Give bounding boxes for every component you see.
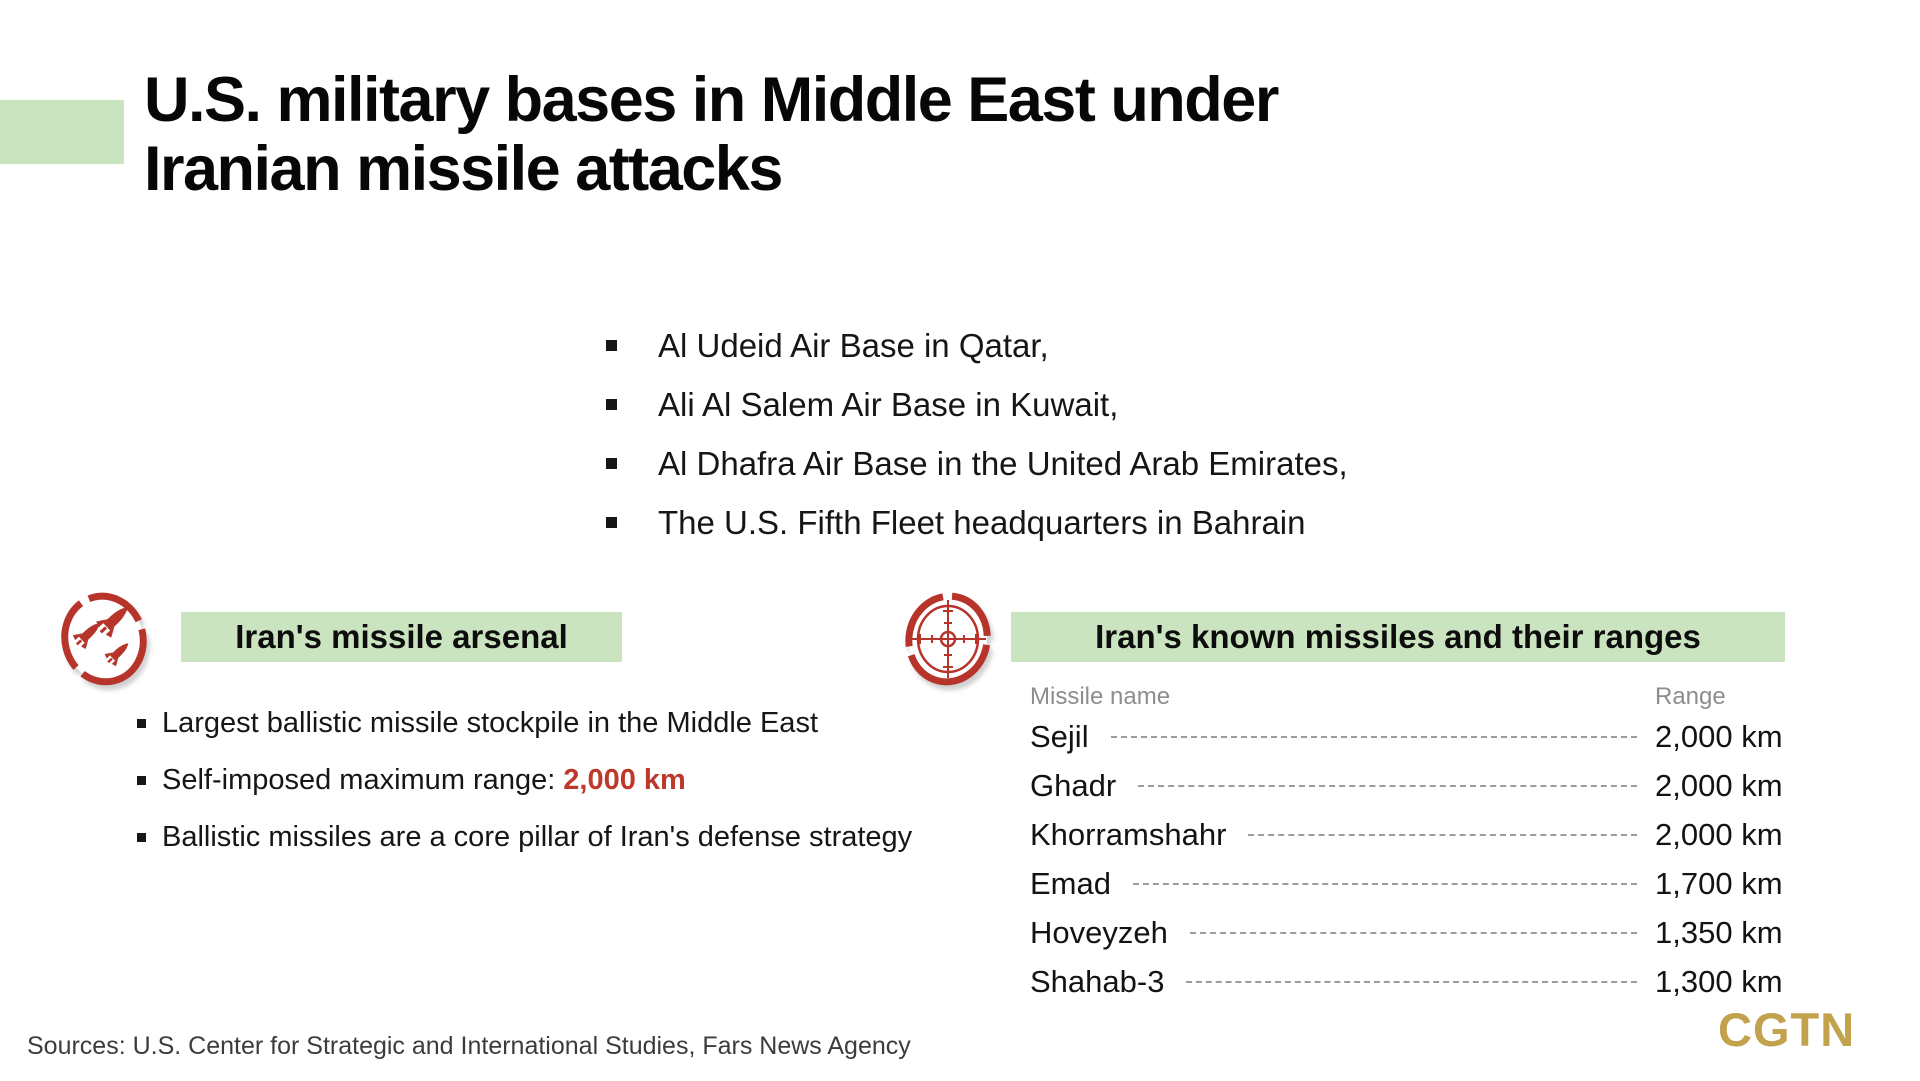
ranges-table: Missile name Range Sejil 2,000 km Ghadr …	[1030, 682, 1790, 1006]
page-title: U.S. military bases in Middle East under…	[144, 65, 1279, 205]
list-item: Ali Al Salem Air Base in Kuwait,	[606, 375, 1348, 434]
missile-range: 2,000 km	[1655, 767, 1783, 803]
missile-range: 1,300 km	[1655, 963, 1783, 999]
missile-name: Emad	[1030, 865, 1111, 901]
base-label: Ali Al Salem Air Base in Kuwait,	[658, 385, 1119, 423]
dashed-leader	[1186, 980, 1637, 983]
table-row: Shahab-3 1,300 km	[1030, 957, 1790, 1006]
missile-range: 2,000 km	[1655, 718, 1783, 754]
list-item: Al Udeid Air Base in Qatar,	[606, 316, 1348, 375]
missile-name: Ghadr	[1030, 767, 1117, 803]
dashed-leader	[1132, 882, 1637, 885]
square-bullet-icon	[606, 399, 617, 410]
column-header-range: Range	[1655, 683, 1726, 710]
square-bullet-icon	[137, 833, 146, 842]
table-row: Ghadr 2,000 km	[1030, 761, 1790, 810]
square-bullet-icon	[606, 340, 617, 351]
arsenal-heading: Iran's missile arsenal	[181, 612, 622, 662]
base-label: The U.S. Fifth Fleet headquarters in Bah…	[658, 503, 1306, 541]
point-text: Ballistic missiles are a core pillar of …	[162, 821, 913, 853]
missile-name: Hoveyzeh	[1030, 914, 1168, 950]
bases-list: Al Udeid Air Base in Qatar, Ali Al Salem…	[606, 316, 1348, 552]
point-text: Self-imposed maximum range:	[162, 764, 556, 796]
dashed-leader	[1189, 931, 1637, 934]
arsenal-points: Largest ballistic missile stockpile in t…	[137, 695, 920, 866]
missile-range: 2,000 km	[1655, 816, 1783, 852]
list-item: The U.S. Fifth Fleet headquarters in Bah…	[606, 493, 1348, 552]
square-bullet-icon	[137, 719, 146, 728]
column-header-name: Missile name	[1030, 683, 1171, 710]
dashed-leader	[1248, 833, 1637, 836]
table-row: Hoveyzeh 1,350 km	[1030, 908, 1790, 957]
target-icon	[902, 590, 994, 688]
list-item: Largest ballistic missile stockpile in t…	[137, 695, 920, 752]
ranges-heading: Iran's known missiles and their ranges	[1011, 612, 1785, 662]
dashed-leader	[1110, 735, 1637, 738]
square-bullet-icon	[606, 458, 617, 469]
table-row: Khorramshahr 2,000 km	[1030, 810, 1790, 859]
missile-range: 1,350 km	[1655, 914, 1783, 950]
square-bullet-icon	[606, 517, 617, 528]
square-bullet-icon	[137, 776, 146, 785]
dashed-leader	[1138, 784, 1637, 787]
table-header-row: Missile name Range	[1030, 682, 1790, 712]
table-row: Emad 1,700 km	[1030, 859, 1790, 908]
sources-note: Sources: U.S. Center for Strategic and I…	[27, 1032, 911, 1060]
missile-name: Khorramshahr	[1030, 816, 1227, 852]
point-text: Largest ballistic missile stockpile in t…	[162, 707, 818, 739]
table-row: Sejil 2,000 km	[1030, 712, 1790, 761]
list-item: Ballistic missiles are a core pillar of …	[137, 809, 920, 866]
missiles-icon	[58, 590, 150, 688]
list-item: Self-imposed maximum range: 2,000 km	[137, 752, 920, 809]
cgtn-logo: CGTN	[1718, 1003, 1856, 1056]
page-title-line1: U.S. military bases in Middle East under	[144, 65, 1279, 135]
base-label: Al Dhafra Air Base in the United Arab Em…	[658, 444, 1348, 482]
page-title-line2: Iranian missile attacks	[144, 134, 783, 205]
missile-name: Sejil	[1030, 718, 1089, 754]
base-label: Al Udeid Air Base in Qatar,	[658, 326, 1049, 364]
missile-range: 1,700 km	[1655, 865, 1783, 901]
point-highlight: 2,000 km	[563, 764, 686, 796]
title-accent-block	[0, 100, 124, 164]
missile-name: Shahab-3	[1030, 963, 1165, 999]
list-item: Al Dhafra Air Base in the United Arab Em…	[606, 434, 1348, 493]
